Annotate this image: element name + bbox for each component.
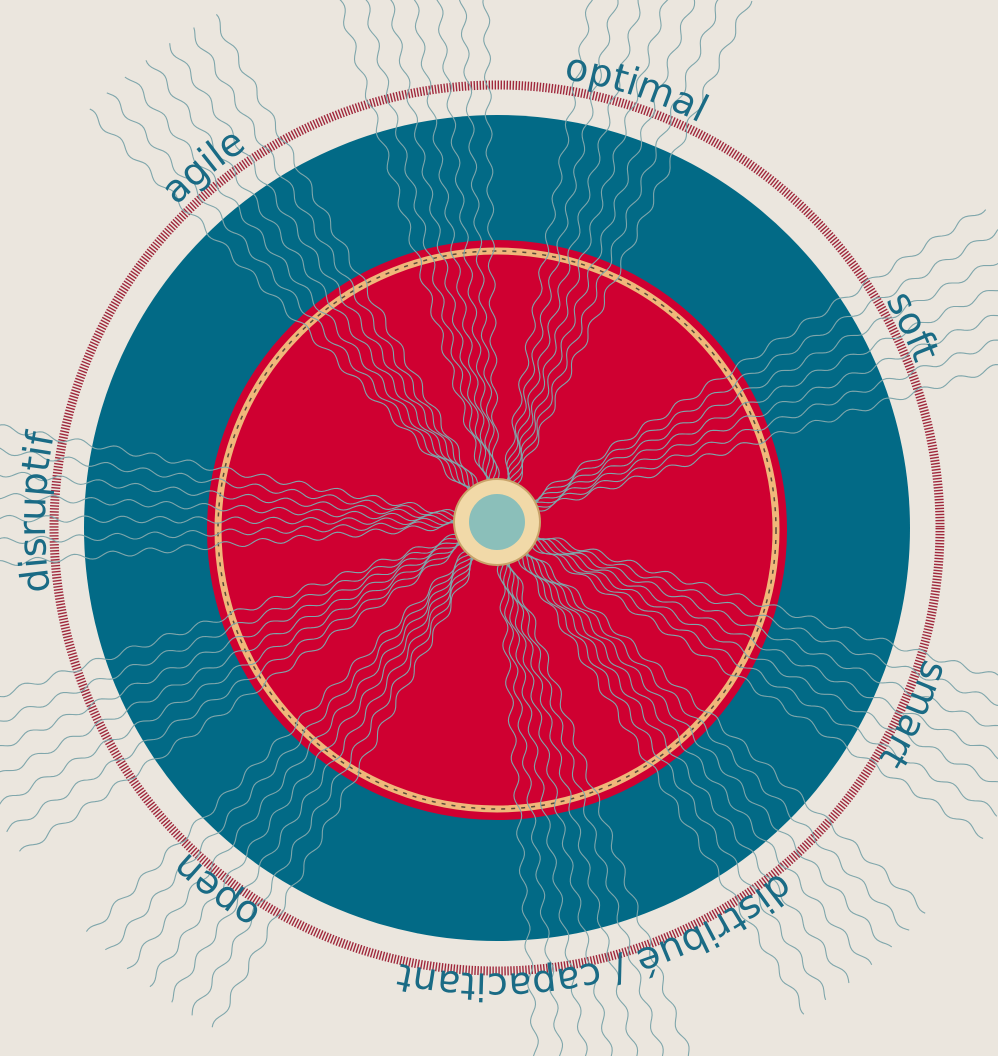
illustration: optimalsoftsmartdistribué / capacitantop… — [0, 0, 998, 1056]
page: {"labels": ["optimal", "soft", "smart", … — [0, 0, 998, 1056]
center-core — [469, 494, 525, 550]
